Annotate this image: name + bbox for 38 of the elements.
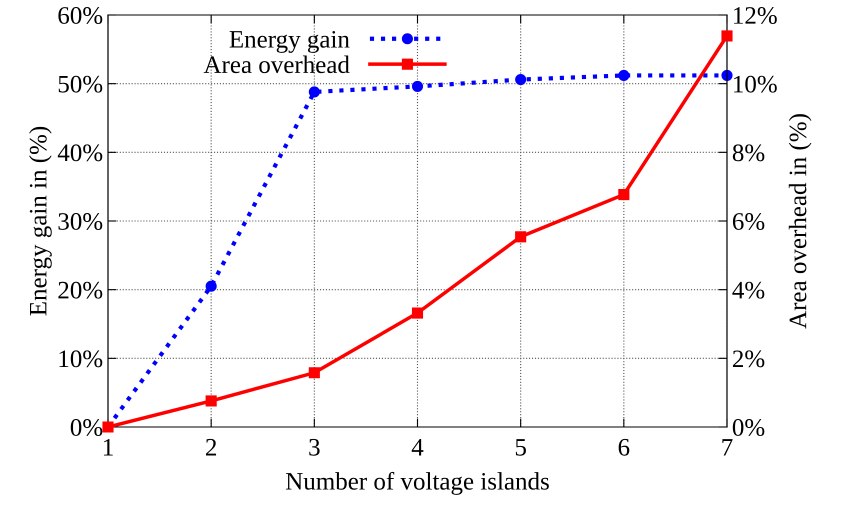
y-tick-label: 20% xyxy=(58,282,102,299)
y-tick-label: 30% xyxy=(58,213,102,230)
legend-label: Area overhead xyxy=(204,56,350,74)
y2-axis-title: Area overhead in (%) xyxy=(788,114,812,329)
point xyxy=(618,70,630,81)
point xyxy=(721,30,733,42)
y2-tick-label: 2% xyxy=(732,350,764,368)
point xyxy=(308,367,320,378)
x-tick-label: 3 xyxy=(309,438,320,456)
x-tick-label: 2 xyxy=(206,438,216,456)
y2-tick-label: 0% xyxy=(732,419,764,436)
legend-label: Energy gain xyxy=(230,30,350,53)
point xyxy=(308,86,320,98)
point xyxy=(515,74,526,86)
y2-tick-label: 8% xyxy=(732,144,764,162)
y-tick-label: 0% xyxy=(70,419,102,436)
x-tick-label: 5 xyxy=(516,439,526,456)
x-tick-label: 4 xyxy=(412,439,424,456)
y2-tick-label: 6% xyxy=(732,213,764,230)
y2-tick-label: 12% xyxy=(734,7,777,24)
point xyxy=(206,280,217,292)
point xyxy=(515,231,526,242)
y-tick-label: 60% xyxy=(58,7,102,24)
y2-tick-label: 4% xyxy=(732,282,764,299)
y-tick-label: 10% xyxy=(60,350,102,368)
y-axis-title: Energy gain in (%) xyxy=(29,126,52,316)
x-tick-label: 6 xyxy=(618,438,630,456)
x-tick-label: 7 xyxy=(722,439,733,456)
point xyxy=(618,189,630,200)
y-tick-label: 50% xyxy=(58,76,102,93)
point xyxy=(412,80,424,92)
y2-tick-label: 10% xyxy=(734,76,777,93)
x-tick-label: 1 xyxy=(104,438,113,456)
point xyxy=(412,307,424,319)
point xyxy=(721,70,733,81)
y-tick-label: 40% xyxy=(58,144,102,162)
point xyxy=(206,395,217,406)
x-axis-title: Number of voltage islands xyxy=(286,472,549,495)
